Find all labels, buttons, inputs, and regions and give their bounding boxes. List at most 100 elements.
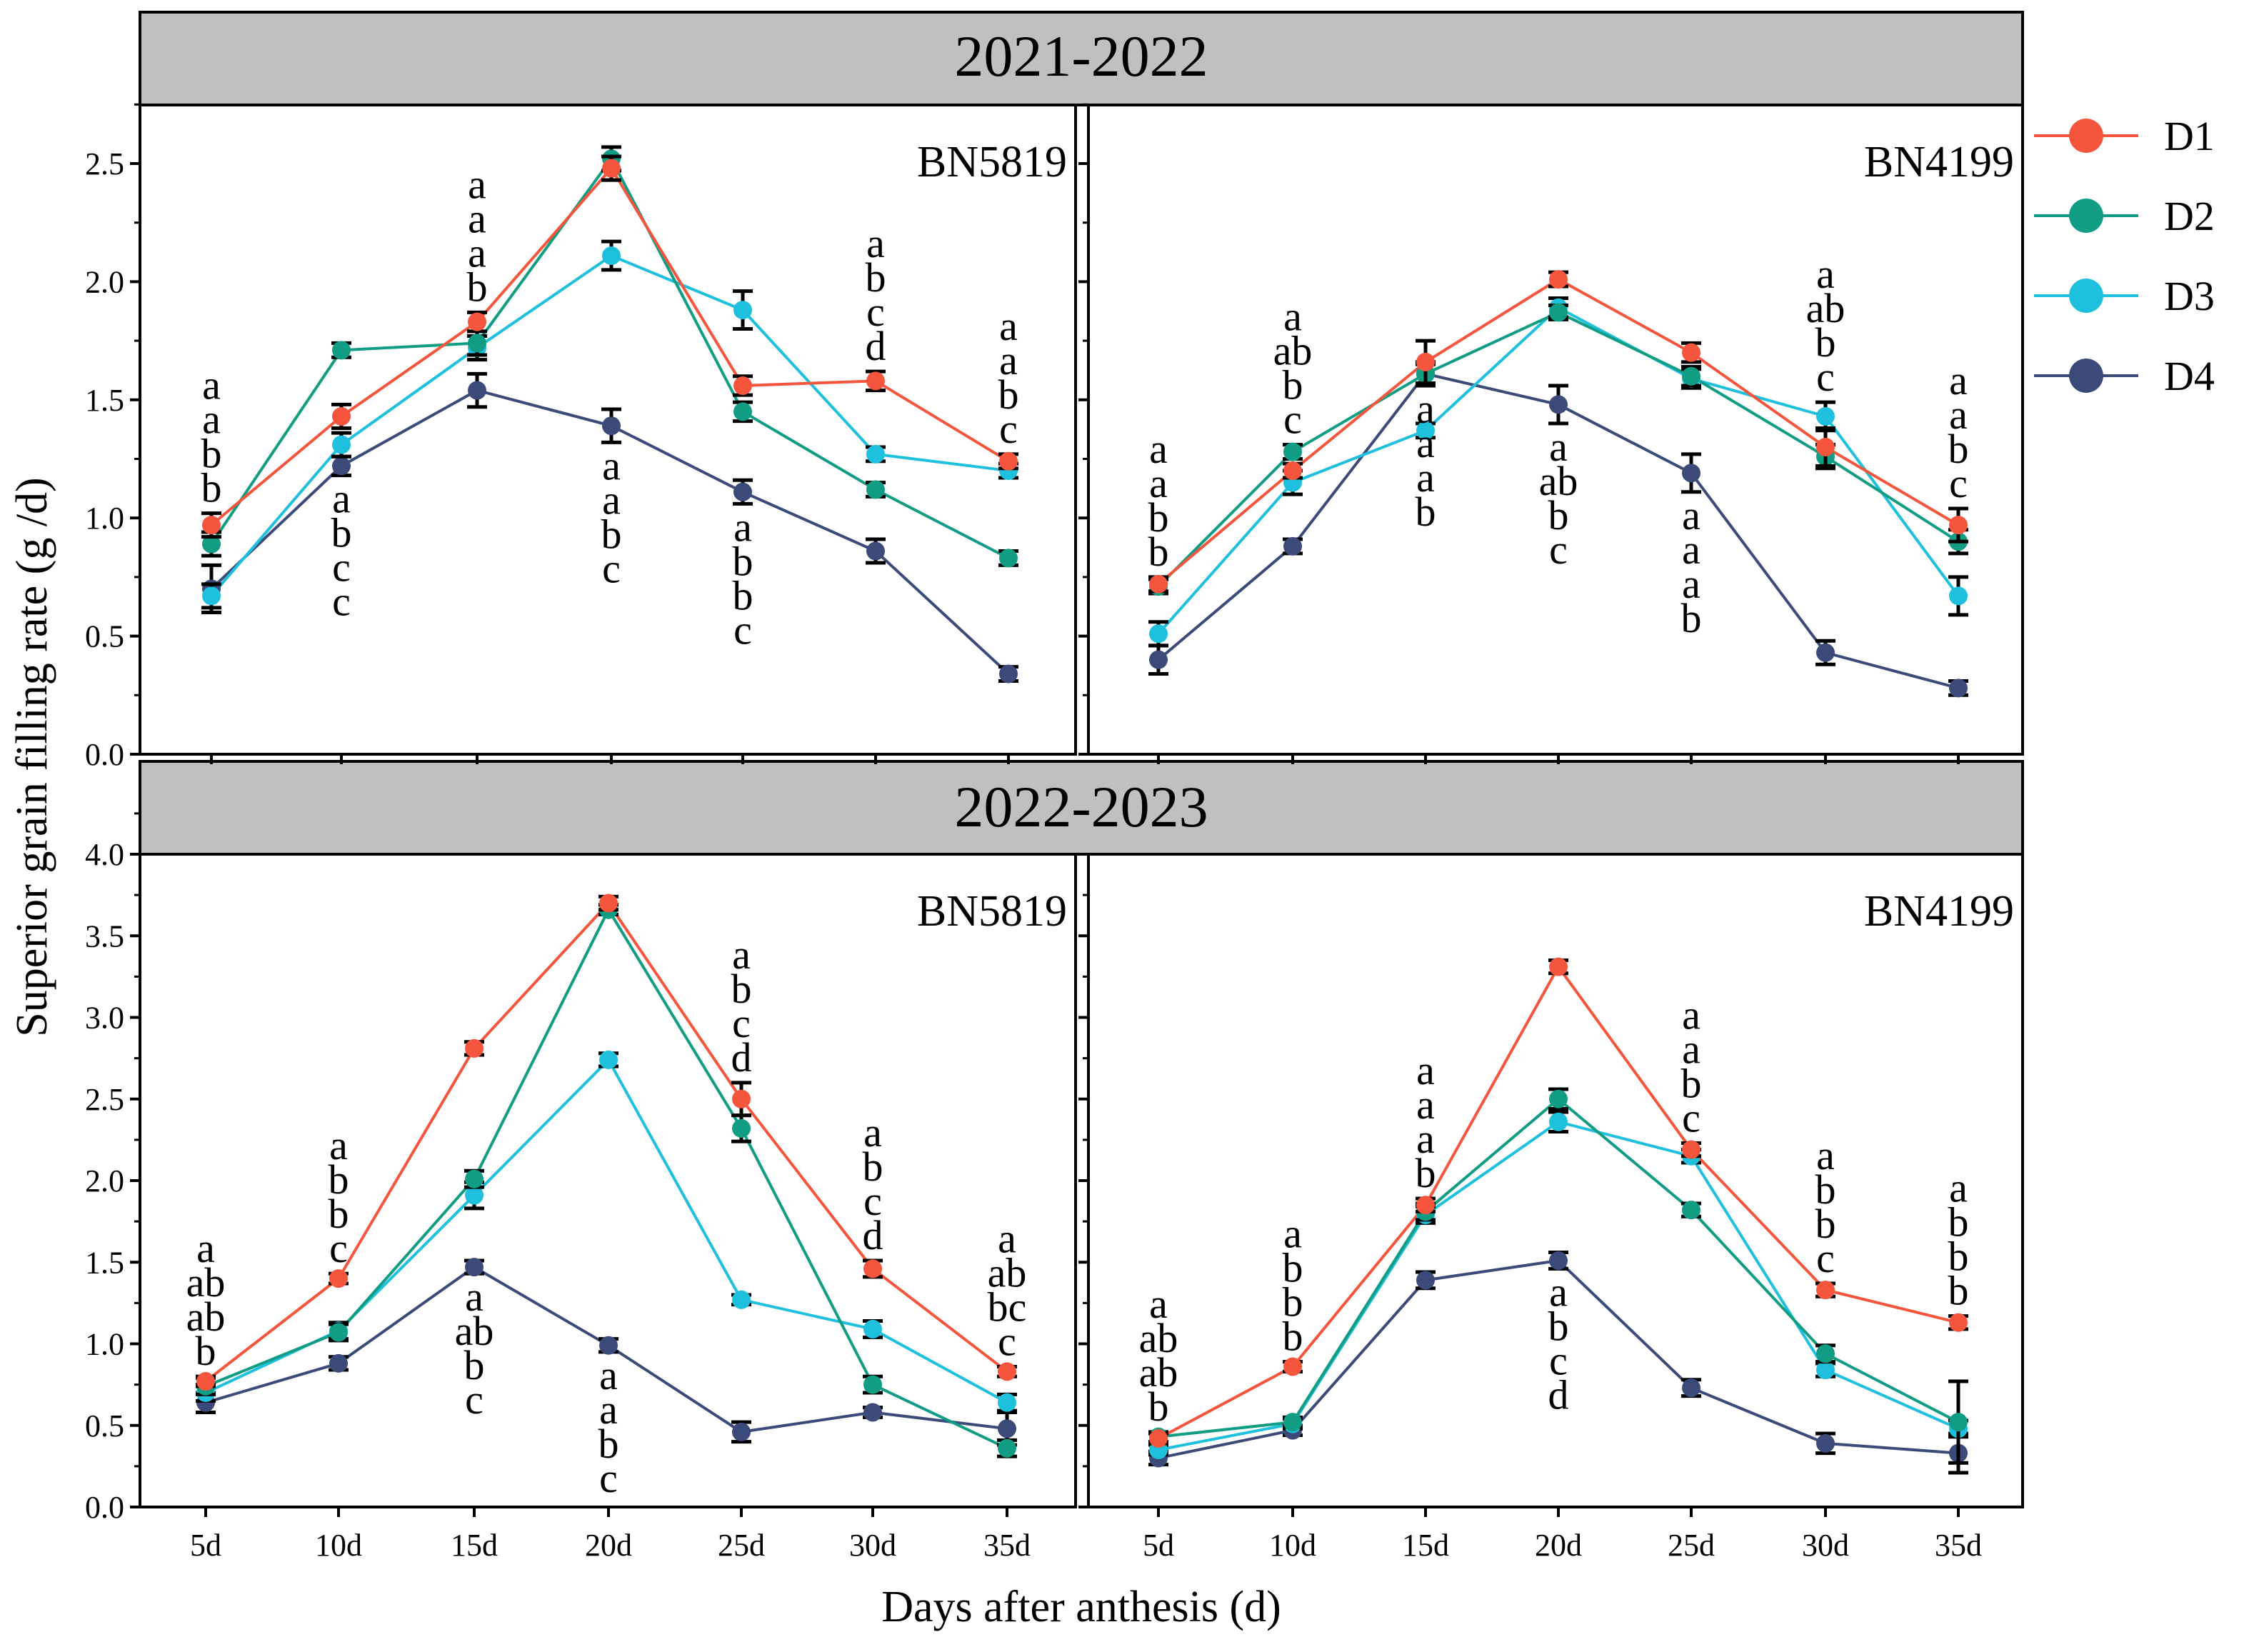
significance-letter: a <box>202 396 221 443</box>
significance-letter: a <box>202 362 221 409</box>
significance-letter: b <box>1681 1060 1702 1106</box>
significance-letter: a <box>1816 251 1835 297</box>
point-D2 <box>732 1118 751 1138</box>
significance-letter: a <box>602 442 621 489</box>
point-D1 <box>1949 516 1968 535</box>
point-D1 <box>1416 1196 1435 1215</box>
point-D2 <box>866 480 885 499</box>
y-tick-label: 0.0 <box>85 1490 124 1525</box>
point-D3 <box>998 1393 1016 1412</box>
y-tick-label: 4.0 <box>85 837 124 872</box>
significance-letter: a <box>863 1109 882 1156</box>
legend-marker <box>2069 279 2103 313</box>
point-D4 <box>599 1336 618 1355</box>
y-tick-label: 2.5 <box>85 1082 124 1117</box>
significance-letter: c <box>1549 1337 1568 1383</box>
significance-letter: b <box>1548 492 1569 539</box>
significance-letter: c <box>1816 1235 1835 1281</box>
significance-letter: b <box>733 572 753 619</box>
significance-letter: a <box>1549 424 1568 470</box>
significance-letter: c <box>732 1000 751 1046</box>
point-D3 <box>733 301 752 320</box>
point-D4 <box>733 482 752 501</box>
significance-letter: a <box>1416 1047 1435 1093</box>
significance-letter: a <box>1416 386 1435 432</box>
significance-letter: a <box>999 337 1018 384</box>
significance-letter: a <box>196 1225 215 1271</box>
point-D3 <box>1416 421 1435 440</box>
point-D4 <box>1816 1433 1835 1453</box>
significance-letter: b <box>1948 426 1969 472</box>
point-D1 <box>1549 957 1568 976</box>
significance-letter: a <box>1682 526 1700 573</box>
significance-letter: b <box>998 371 1019 418</box>
x-tick-label: 35d <box>1935 1528 1982 1563</box>
point-D2 <box>1682 366 1700 386</box>
y-tick-label: 2.0 <box>85 1163 124 1198</box>
significance-letter: c <box>866 289 885 335</box>
point-D4 <box>1816 643 1835 662</box>
point-D1 <box>602 159 621 178</box>
significance-letter: a <box>1416 420 1435 466</box>
y-tick-label: 1.0 <box>85 1327 124 1362</box>
point-D1 <box>1416 352 1435 371</box>
point-D2 <box>863 1375 882 1394</box>
significance-letter: b <box>464 1342 485 1388</box>
panel-title: BN5819 <box>917 138 1067 186</box>
significance-letter: b <box>1815 319 1836 366</box>
point-D3 <box>866 444 885 464</box>
significance-letter: b <box>201 465 222 511</box>
point-D4 <box>863 1403 882 1422</box>
significance-letter: b <box>1148 529 1169 575</box>
point-D4 <box>998 1419 1016 1438</box>
significance-letter: a <box>1949 391 1968 438</box>
plot-frame <box>139 104 1077 756</box>
point-D3 <box>1949 586 1968 606</box>
point-D4 <box>1416 1271 1435 1290</box>
significance-letter: a <box>1682 492 1700 539</box>
significance-letter: b <box>731 966 752 1012</box>
point-D1 <box>329 1269 348 1288</box>
significance-letter: c <box>1816 354 1835 400</box>
y-tick-label: 2.5 <box>85 146 124 181</box>
point-D1 <box>863 1259 882 1278</box>
x-tick-label: 25d <box>1668 1528 1715 1563</box>
legend-label: D4 <box>2164 353 2215 399</box>
point-D1 <box>202 516 221 535</box>
significance-letter: a <box>1549 1268 1568 1315</box>
significance-letter: a <box>1283 1211 1302 1257</box>
y-tick-label: 0.0 <box>85 737 124 772</box>
significance-letter: a <box>1682 991 1700 1038</box>
significance-letter: a <box>1816 1132 1835 1178</box>
significance-letter: a <box>866 220 885 266</box>
significance-letter: b <box>331 510 352 556</box>
point-D1 <box>866 371 885 391</box>
x-tick-label: 20d <box>1535 1528 1582 1563</box>
point-D2 <box>465 1169 484 1188</box>
significance-letter: c <box>1682 1094 1700 1141</box>
point-D1 <box>1283 461 1302 481</box>
y-axis-title: Superior grain filling rate (g /d) <box>8 477 56 1036</box>
y-tick-label: 3.5 <box>85 918 124 953</box>
point-D4 <box>1549 1251 1568 1270</box>
x-tick-label: 30d <box>849 1528 896 1563</box>
significance-letter: ab <box>1273 328 1313 374</box>
significance-letter: ab <box>186 1259 226 1306</box>
legend: D1 D2 D3 D4 <box>2034 113 2215 399</box>
point-D1 <box>468 312 486 331</box>
significance-letter: c <box>602 545 621 591</box>
point-D1 <box>1682 343 1700 362</box>
significance-letter: a <box>602 476 621 523</box>
point-D1 <box>998 1362 1016 1381</box>
significance-letter: ab <box>1139 1349 1178 1396</box>
banner-label: 2021-2022 <box>954 24 1208 89</box>
significance-letter: b <box>329 1156 349 1203</box>
y-tick-label: 0.5 <box>85 1408 124 1443</box>
point-D3 <box>1549 1112 1568 1131</box>
point-D1 <box>1149 574 1168 594</box>
significance-letter: a <box>1416 1081 1435 1128</box>
significance-letter: b <box>863 1143 883 1190</box>
significance-letter: b <box>1283 1245 1303 1291</box>
significance-letter: a <box>1949 357 1968 404</box>
